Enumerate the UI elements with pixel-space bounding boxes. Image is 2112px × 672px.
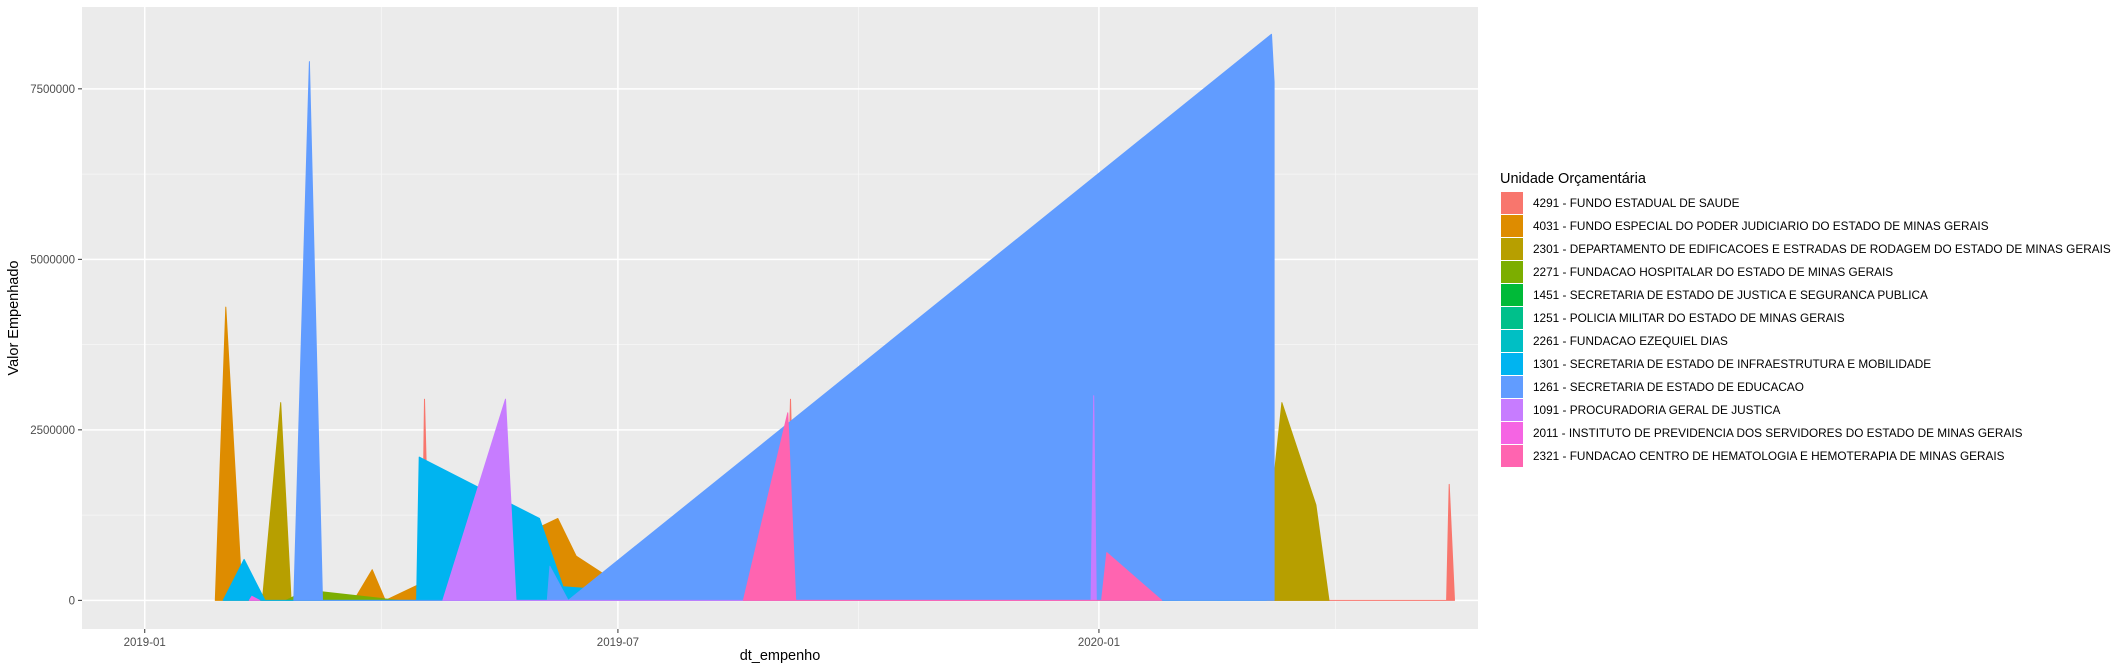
- legend-label: 2011 - INSTITUTO DE PREVIDENCIA DOS SERV…: [1533, 426, 2023, 440]
- y-tick-label: 0: [69, 595, 75, 607]
- x-axis-ticks: 2019-01 2019-07 2020-01: [124, 629, 1120, 649]
- legend-swatch: [1501, 192, 1523, 214]
- legend-swatch: [1501, 261, 1523, 283]
- legend-swatch: [1501, 399, 1523, 421]
- legend-label: 1451 - SECRETARIA DE ESTADO DE JUSTICA E…: [1533, 288, 1928, 302]
- legend-label: 4291 - FUNDO ESTADUAL DE SAUDE: [1533, 196, 1740, 210]
- legend-title: Unidade Orçamentária: [1500, 171, 1647, 187]
- legend-label: 1261 - SECRETARIA DE ESTADO DE EDUCACAO: [1533, 380, 1804, 394]
- series-area-11: [248, 595, 261, 601]
- legend-swatch: [1501, 307, 1523, 329]
- legend-label: 2271 - FUNDACAO HOSPITALAR DO ESTADO DE …: [1533, 265, 1893, 279]
- legend-swatch: [1501, 238, 1523, 260]
- y-tick-label: 7500000: [30, 84, 75, 96]
- legend-swatch: [1501, 215, 1523, 237]
- legend-swatch: [1501, 376, 1523, 398]
- y-tick-label: 5000000: [30, 254, 75, 266]
- legend-swatch: [1501, 353, 1523, 375]
- legend-swatch: [1501, 284, 1523, 306]
- series-area-9: [293, 33, 1275, 601]
- legend-swatch: [1501, 445, 1523, 467]
- legend-label: 1301 - SECRETARIA DE ESTADO DE INFRAESTR…: [1533, 357, 1931, 371]
- x-axis-title: dt_empenho: [740, 648, 821, 664]
- legend-label: 2261 - FUNDACAO EZEQUIEL DIAS: [1533, 334, 1728, 348]
- legend-label: 1091 - PROCURADORIA GERAL DE JUSTICA: [1533, 403, 1780, 417]
- series-areas: [214, 33, 1455, 601]
- x-tick-label: 2019-07: [597, 637, 639, 649]
- legend: Unidade Orçamentária 4291 - FUNDO ESTADU…: [1500, 171, 2111, 467]
- y-axis-title: Valor Empenhado: [6, 260, 22, 375]
- legend-swatch: [1501, 422, 1523, 444]
- legend-label: 2321 - FUNDACAO CENTRO DE HEMATOLOGIA E …: [1533, 449, 2005, 463]
- y-tick-label: 2500000: [30, 425, 75, 437]
- series-area-12: [742, 412, 1163, 601]
- legend-label: 4031 - FUNDO ESPECIAL DO PODER JUDICIARI…: [1533, 219, 1989, 233]
- x-tick-label: 2020-01: [1078, 637, 1120, 649]
- legend-swatch: [1501, 330, 1523, 352]
- legend-label: 1251 - POLICIA MILITAR DO ESTADO DE MINA…: [1533, 311, 1845, 325]
- x-tick-label: 2019-01: [124, 637, 166, 649]
- legend-label: 2301 - DEPARTAMENTO DE EDIFICACOES E EST…: [1533, 242, 2111, 256]
- y-axis-ticks: 0 2500000 5000000 7500000: [30, 84, 82, 607]
